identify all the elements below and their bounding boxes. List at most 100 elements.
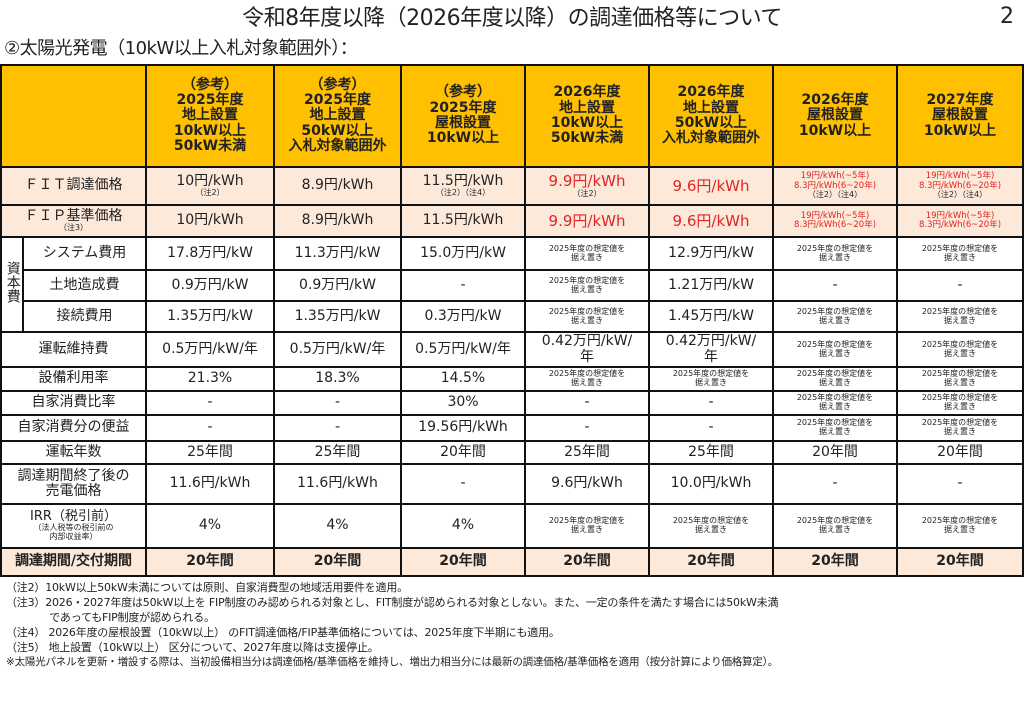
cell-value-placeholder: 2025年度の想定値を 据え置き <box>548 275 626 294</box>
cell-value: - <box>708 394 714 411</box>
row-label-text: 運転維持費 <box>38 340 109 357</box>
table-cell: 2025年度の想定値を 据え置き <box>896 414 1024 442</box>
table-cell: 1.35万円/kW <box>273 300 402 333</box>
table-cell: 2025年度の想定値を 据え置き <box>896 503 1024 549</box>
cell-value-placeholder: 2025年度の想定値を 据え置き <box>548 369 626 387</box>
table-cell: 2025年度の想定値を 据え置き <box>896 236 1024 271</box>
cell-value: 10円/kWh <box>176 172 244 189</box>
row-label-text: 自家消費比率 <box>31 394 116 411</box>
cell-value: - <box>460 276 466 293</box>
section-subtitle: ②太陽光発電（10kW以上入札対象範囲外）： <box>4 38 358 59</box>
cell-value: 9.6円/kWh <box>551 475 623 492</box>
cell-value-placeholder: 2025年度の想定値を 据え置き <box>796 418 874 436</box>
row-label-text: 調達期間終了後の 売電価格 <box>17 467 130 499</box>
cell-value: - <box>957 475 963 492</box>
table-row: 土地造成費 0.9万円/kW 0.9万円/kW - 2025年度の想定値を 据え置き 1.… <box>1 269 1024 302</box>
table-cell: 2025年度の想定値を 据え置き <box>772 331 898 368</box>
cell-value: 10円/kWh <box>176 212 244 229</box>
table-cell: 8.9円/kWh <box>273 166 402 206</box>
cell-value: 4% <box>326 517 349 534</box>
cell-note: （注2）（注4） <box>435 188 491 198</box>
cell-value: 9.9円/kWh <box>548 211 626 230</box>
table-cell: 4% <box>400 503 526 549</box>
table-cell: 10.0円/kWh <box>648 463 774 505</box>
table-cell: - <box>524 414 650 442</box>
table-cell: 1.35万円/kW <box>145 300 275 333</box>
cell-value: - <box>207 419 213 436</box>
table-cell: 2025年度の想定値を 据え置き <box>896 390 1024 416</box>
table-cell: - <box>648 414 774 442</box>
note-item: （注2）10kW以上50kW未満については原則、自家消費型の地域活用要件を適用。 <box>6 581 408 594</box>
cell-value: 20年間 <box>563 553 611 570</box>
table-cell: 11.6円/kWh <box>145 463 275 505</box>
cell-value: 14.5% <box>440 370 486 387</box>
table-cell: 25年間 <box>524 440 650 465</box>
cell-note: （注2）（注4） <box>807 189 863 199</box>
table-row: 接続費用 1.35万円/kW 1.35万円/kW 0.3万円/kW 2025年度の想定値… <box>1 300 1024 333</box>
cell-value-placeholder: 2025年度の想定値を 据え置き <box>796 306 874 325</box>
group-label-text: 資本費 <box>4 261 21 304</box>
cell-value-tiered: 19円/kWh(~5年) 8.3円/kWh(6~20年) <box>793 171 877 191</box>
cell-value-placeholder: 2025年度の想定値を 据え置き <box>796 369 874 387</box>
cell-value-placeholder: 2025年度の想定値を 据え置き <box>796 339 874 358</box>
table-cell: - <box>896 269 1024 302</box>
table-cell: 20年間 <box>772 547 898 577</box>
cell-value: 21.3% <box>187 370 233 387</box>
table-cell: 21.3% <box>145 366 275 392</box>
row-label: ＦＩＴ調達価格 <box>0 166 147 206</box>
tariff-table: （参考） 2025年度 地上設置 10kW以上 50kW未満 （参考） 2025年… <box>0 64 1024 577</box>
cell-value-placeholder: 2025年度の想定値を 据え置き <box>921 243 999 262</box>
row-label-note: （法人税等の税引前の 内部収益率） <box>33 523 114 542</box>
cell-value: 18.3% <box>315 370 360 387</box>
cell-value-tiered: 19円/kWh(~5年) 8.3円/kWh(6~20年) <box>918 171 1002 191</box>
column-header: 2026年度 地上設置 10kW以上 50kW未満 <box>524 64 650 168</box>
cell-value: - <box>207 394 213 411</box>
cell-value-placeholder: 2025年度の想定値を 据え置き <box>921 516 999 534</box>
cell-value: 9.9円/kWh <box>548 172 626 191</box>
cell-value: 11.5円/kWh <box>422 212 504 229</box>
table-cell: - <box>145 390 275 416</box>
table-cell: 0.5万円/kW/年 <box>145 331 275 368</box>
table-cell: - <box>772 463 898 505</box>
table-cell: - <box>648 390 774 416</box>
cell-value: 17.8万円/kW <box>167 244 253 261</box>
cell-value: 20年間 <box>812 443 858 460</box>
note-item: （注5） 地上設置（10kW以上） 区分について、2027年度以降は支援停止。 <box>6 641 379 654</box>
cell-value-placeholder: 2025年度の想定値を 据え置き <box>921 418 999 436</box>
cell-value: 0.5万円/kW/年 <box>162 340 258 357</box>
table-cell: 11.5円/kWh <box>400 204 526 238</box>
cell-value: 20年間 <box>937 443 983 460</box>
cell-value: 0.42万円/kW/ 年 <box>541 333 633 365</box>
cell-value: 8.9円/kWh <box>301 177 374 194</box>
table-row: 自家消費分の便益 - - 19.56円/kWh - - 2025年度の想定値を 据え置き 20… <box>0 414 1024 442</box>
row-label-text: ＦＩＴ調達価格 <box>24 177 123 194</box>
table-cell: 8.9円/kWh <box>273 204 402 238</box>
row-label: 接続費用 <box>22 300 147 333</box>
table-cell: 9.6円/kWh <box>648 166 774 206</box>
table-cell: 20年間 <box>145 547 275 577</box>
table-cell: 0.3万円/kW <box>400 300 526 333</box>
table-row: ＦＩＴ調達価格 10円/kWh （注2） 8.9円/kWh 11.5円/kWh （注2）（… <box>0 166 1024 206</box>
table-cell: - <box>896 463 1024 505</box>
cell-value: 1.45万円/kW <box>668 307 754 324</box>
cell-value: 20年間 <box>313 553 362 570</box>
table-cell: 19円/kWh(~5年) 8.3円/kWh(6~20年) （注2）（注4） <box>896 166 1024 206</box>
cell-value: 0.9万円/kW <box>171 276 249 293</box>
row-label-text: 土地造成費 <box>49 276 120 293</box>
table-cell: 2025年度の想定値を 据え置き <box>524 236 650 271</box>
cell-value: - <box>708 419 714 436</box>
row-label-note: （注3） <box>58 223 89 233</box>
cell-value-placeholder: 2025年度の想定値を 据え置き <box>796 243 874 262</box>
cell-value: 11.3万円/kW <box>294 244 381 261</box>
cell-value-placeholder: 2025年度の想定値を 据え置き <box>796 393 874 411</box>
cell-note: （注2） <box>572 188 602 198</box>
table-cell: 2025年度の想定値を 据え置き <box>896 300 1024 333</box>
cell-value: 0.9万円/kW <box>299 276 376 293</box>
note-item: （注3）2026・2027年度は50kW以上を FIP制度のみ認められる対象とし… <box>6 596 779 624</box>
cell-value: 30% <box>447 394 479 411</box>
table-cell: 11.6円/kWh <box>273 463 402 505</box>
cell-value: 25年間 <box>564 443 610 460</box>
cell-value: - <box>832 475 838 492</box>
cell-value: 20年間 <box>811 553 859 570</box>
group-label-capital-cost: 資本費 <box>0 236 24 333</box>
